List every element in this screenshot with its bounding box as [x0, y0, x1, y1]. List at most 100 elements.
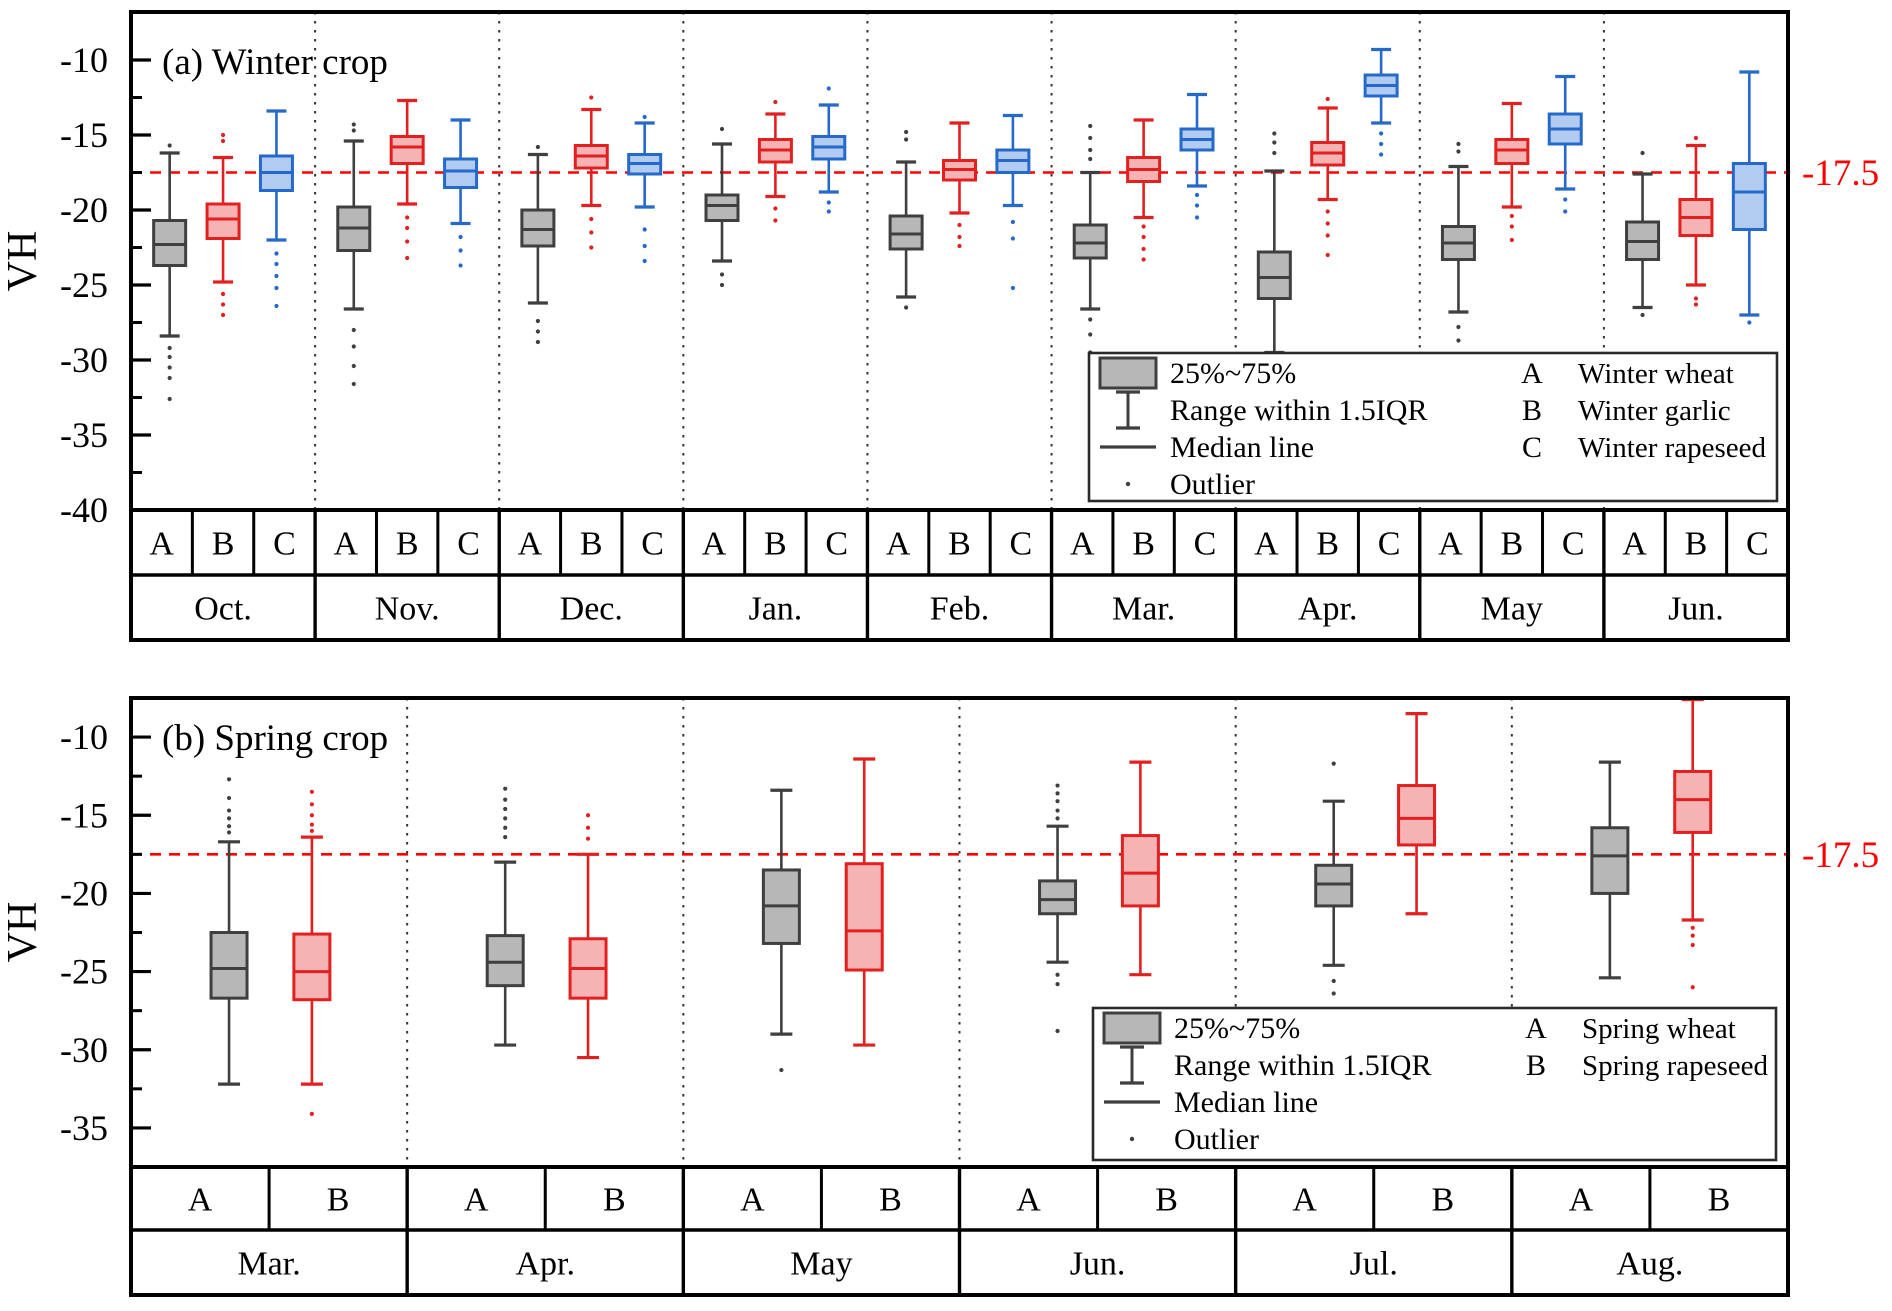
- outlier-dot: [405, 225, 410, 231]
- outlier-dot: [1010, 285, 1015, 291]
- group-cell-label: B: [1155, 1182, 1178, 1219]
- outlier-dot: [167, 365, 172, 370]
- outlier-dot: [904, 129, 909, 135]
- outlier-dot: [1088, 332, 1093, 337]
- legend: 25%~75% Range within 1.5IQR Median line Out…: [1091, 1006, 1778, 1162]
- outlier-dot: [1690, 942, 1695, 948]
- outlier-dot: [458, 248, 463, 253]
- boxplot-Mar-B: [1126, 118, 1162, 262]
- boxplot-Aug-A: [1590, 760, 1630, 980]
- legend-crop-key: B: [1522, 394, 1542, 427]
- group-cell-label: B: [1685, 526, 1708, 563]
- outlier-dot: [351, 128, 356, 133]
- spring-crop-plot-area: -10 -15 -20 -25 -30 -35 25%~75% Range within 1.…: [60, 696, 1790, 1297]
- outlier-dot: [1272, 140, 1277, 145]
- outlier-dot: [167, 396, 172, 402]
- y-tick-label: -20: [60, 873, 108, 913]
- outlier-dot: [503, 786, 508, 791]
- group-cell-label: A: [1569, 1182, 1594, 1219]
- group-cell-label: A: [1254, 526, 1279, 563]
- outlier-dot: [1141, 224, 1146, 229]
- iqr-box: [292, 932, 332, 1002]
- iqr-box: [1397, 784, 1437, 847]
- outlier-dot: [309, 822, 314, 827]
- outlier-dot: [1194, 192, 1200, 198]
- outlier-dot: [351, 363, 356, 369]
- group-cell-label: A: [1622, 526, 1647, 563]
- outlier-dot: [1509, 213, 1514, 219]
- boxplot-Mar-A: [209, 777, 249, 1086]
- outlier-dot: [503, 835, 508, 840]
- outlier-dot: [1640, 150, 1645, 156]
- group-cell-label: C: [273, 526, 296, 563]
- x-axis-table: A B Mar. A B Apr. A B May A B Jun. A B Jul. A B Aug.: [129, 1165, 1790, 1297]
- outlier-dot: [220, 302, 226, 307]
- outlier-dot: [1456, 324, 1461, 330]
- boxplot-Jan-B: [757, 99, 793, 223]
- outlier-dot: [503, 816, 508, 821]
- group-cell-label: A: [1016, 1182, 1041, 1219]
- group-cell-label: B: [580, 526, 603, 563]
- group-cell-label: C: [1562, 526, 1585, 563]
- outlier-dot: [309, 789, 314, 794]
- group-cell-label: B: [327, 1182, 350, 1219]
- outlier-dot: [1456, 141, 1461, 147]
- outlier-dot: [642, 243, 647, 249]
- boxplot-Mar-C: [1179, 92, 1215, 220]
- boxplot-Apr-A: [1256, 131, 1292, 372]
- boxplot-Jun-C: [1731, 70, 1767, 325]
- outlier-dot: [1693, 135, 1699, 141]
- boxplot-Apr-B: [1310, 96, 1346, 258]
- outlier-dot: [1055, 808, 1060, 813]
- y-tick-label: -10: [60, 40, 108, 80]
- outlier-dot: [503, 797, 508, 802]
- boxplot-Jun-B: [1678, 135, 1714, 307]
- legend-box: [1087, 351, 1779, 503]
- group-cell-label: B: [948, 526, 971, 563]
- boxplot-Feb-C: [995, 113, 1031, 291]
- outlier-dot: [309, 802, 314, 807]
- group-cell-label: B: [879, 1182, 902, 1219]
- outlier-dot: [1509, 237, 1514, 243]
- boxplot-May-B: [1494, 101, 1530, 243]
- winter-crop-plot-area: -10 -15 -20 -25 -30 -35 -40 25%~75% Range within…: [60, 10, 1790, 642]
- outlier-dot: [351, 344, 356, 349]
- legend-outlier-dot-icon: [1125, 481, 1131, 487]
- group-cell-label: C: [1378, 526, 1401, 563]
- outlier-dot: [1088, 123, 1093, 129]
- outlier-dot: [1055, 981, 1060, 987]
- group-cell-label: A: [886, 526, 911, 563]
- outlier-dot: [1325, 233, 1330, 238]
- outlier-dot: [535, 329, 540, 334]
- y-tick-label: -35: [60, 1108, 108, 1148]
- group-cell-label: B: [1708, 1182, 1731, 1219]
- y-axis-ticks: -10 -15 -20 -25 -30 -35 -40: [60, 40, 151, 530]
- month-cell-label: May: [790, 1246, 852, 1283]
- outlier-dot: [957, 222, 962, 228]
- y-tick-label: -20: [60, 190, 108, 230]
- boxplot-Apr-B: [568, 813, 608, 1060]
- month-separators: [406, 698, 1513, 1167]
- outlier-dot: [458, 263, 463, 268]
- iqr-box: [704, 193, 740, 222]
- outlier-dot: [167, 375, 172, 381]
- group-cell-label: A: [740, 1182, 765, 1219]
- outlier-dot: [773, 206, 778, 211]
- outlier-dot: [589, 245, 594, 250]
- chart-a-y-axis-label: VH: [0, 231, 46, 292]
- group-cell-label: B: [396, 526, 419, 563]
- month-cell-label: Mar.: [1112, 591, 1175, 628]
- boxplot-Dec-C: [627, 114, 663, 264]
- group-cell-label: A: [518, 526, 543, 563]
- iqr-box: [1038, 879, 1078, 916]
- boxplot-Oct-B: [205, 132, 241, 318]
- boxplot-Jul-B: [1397, 712, 1437, 916]
- boxplot-Jul-A: [1314, 761, 1354, 1016]
- group-cell-label: A: [334, 526, 359, 563]
- outlier-dot: [1325, 221, 1330, 226]
- boxplot-May-C: [1547, 74, 1583, 214]
- outlier-dot: [1379, 131, 1384, 136]
- month-cell-label: Feb.: [930, 591, 990, 628]
- boxplot-Jun-A: [1038, 783, 1078, 1034]
